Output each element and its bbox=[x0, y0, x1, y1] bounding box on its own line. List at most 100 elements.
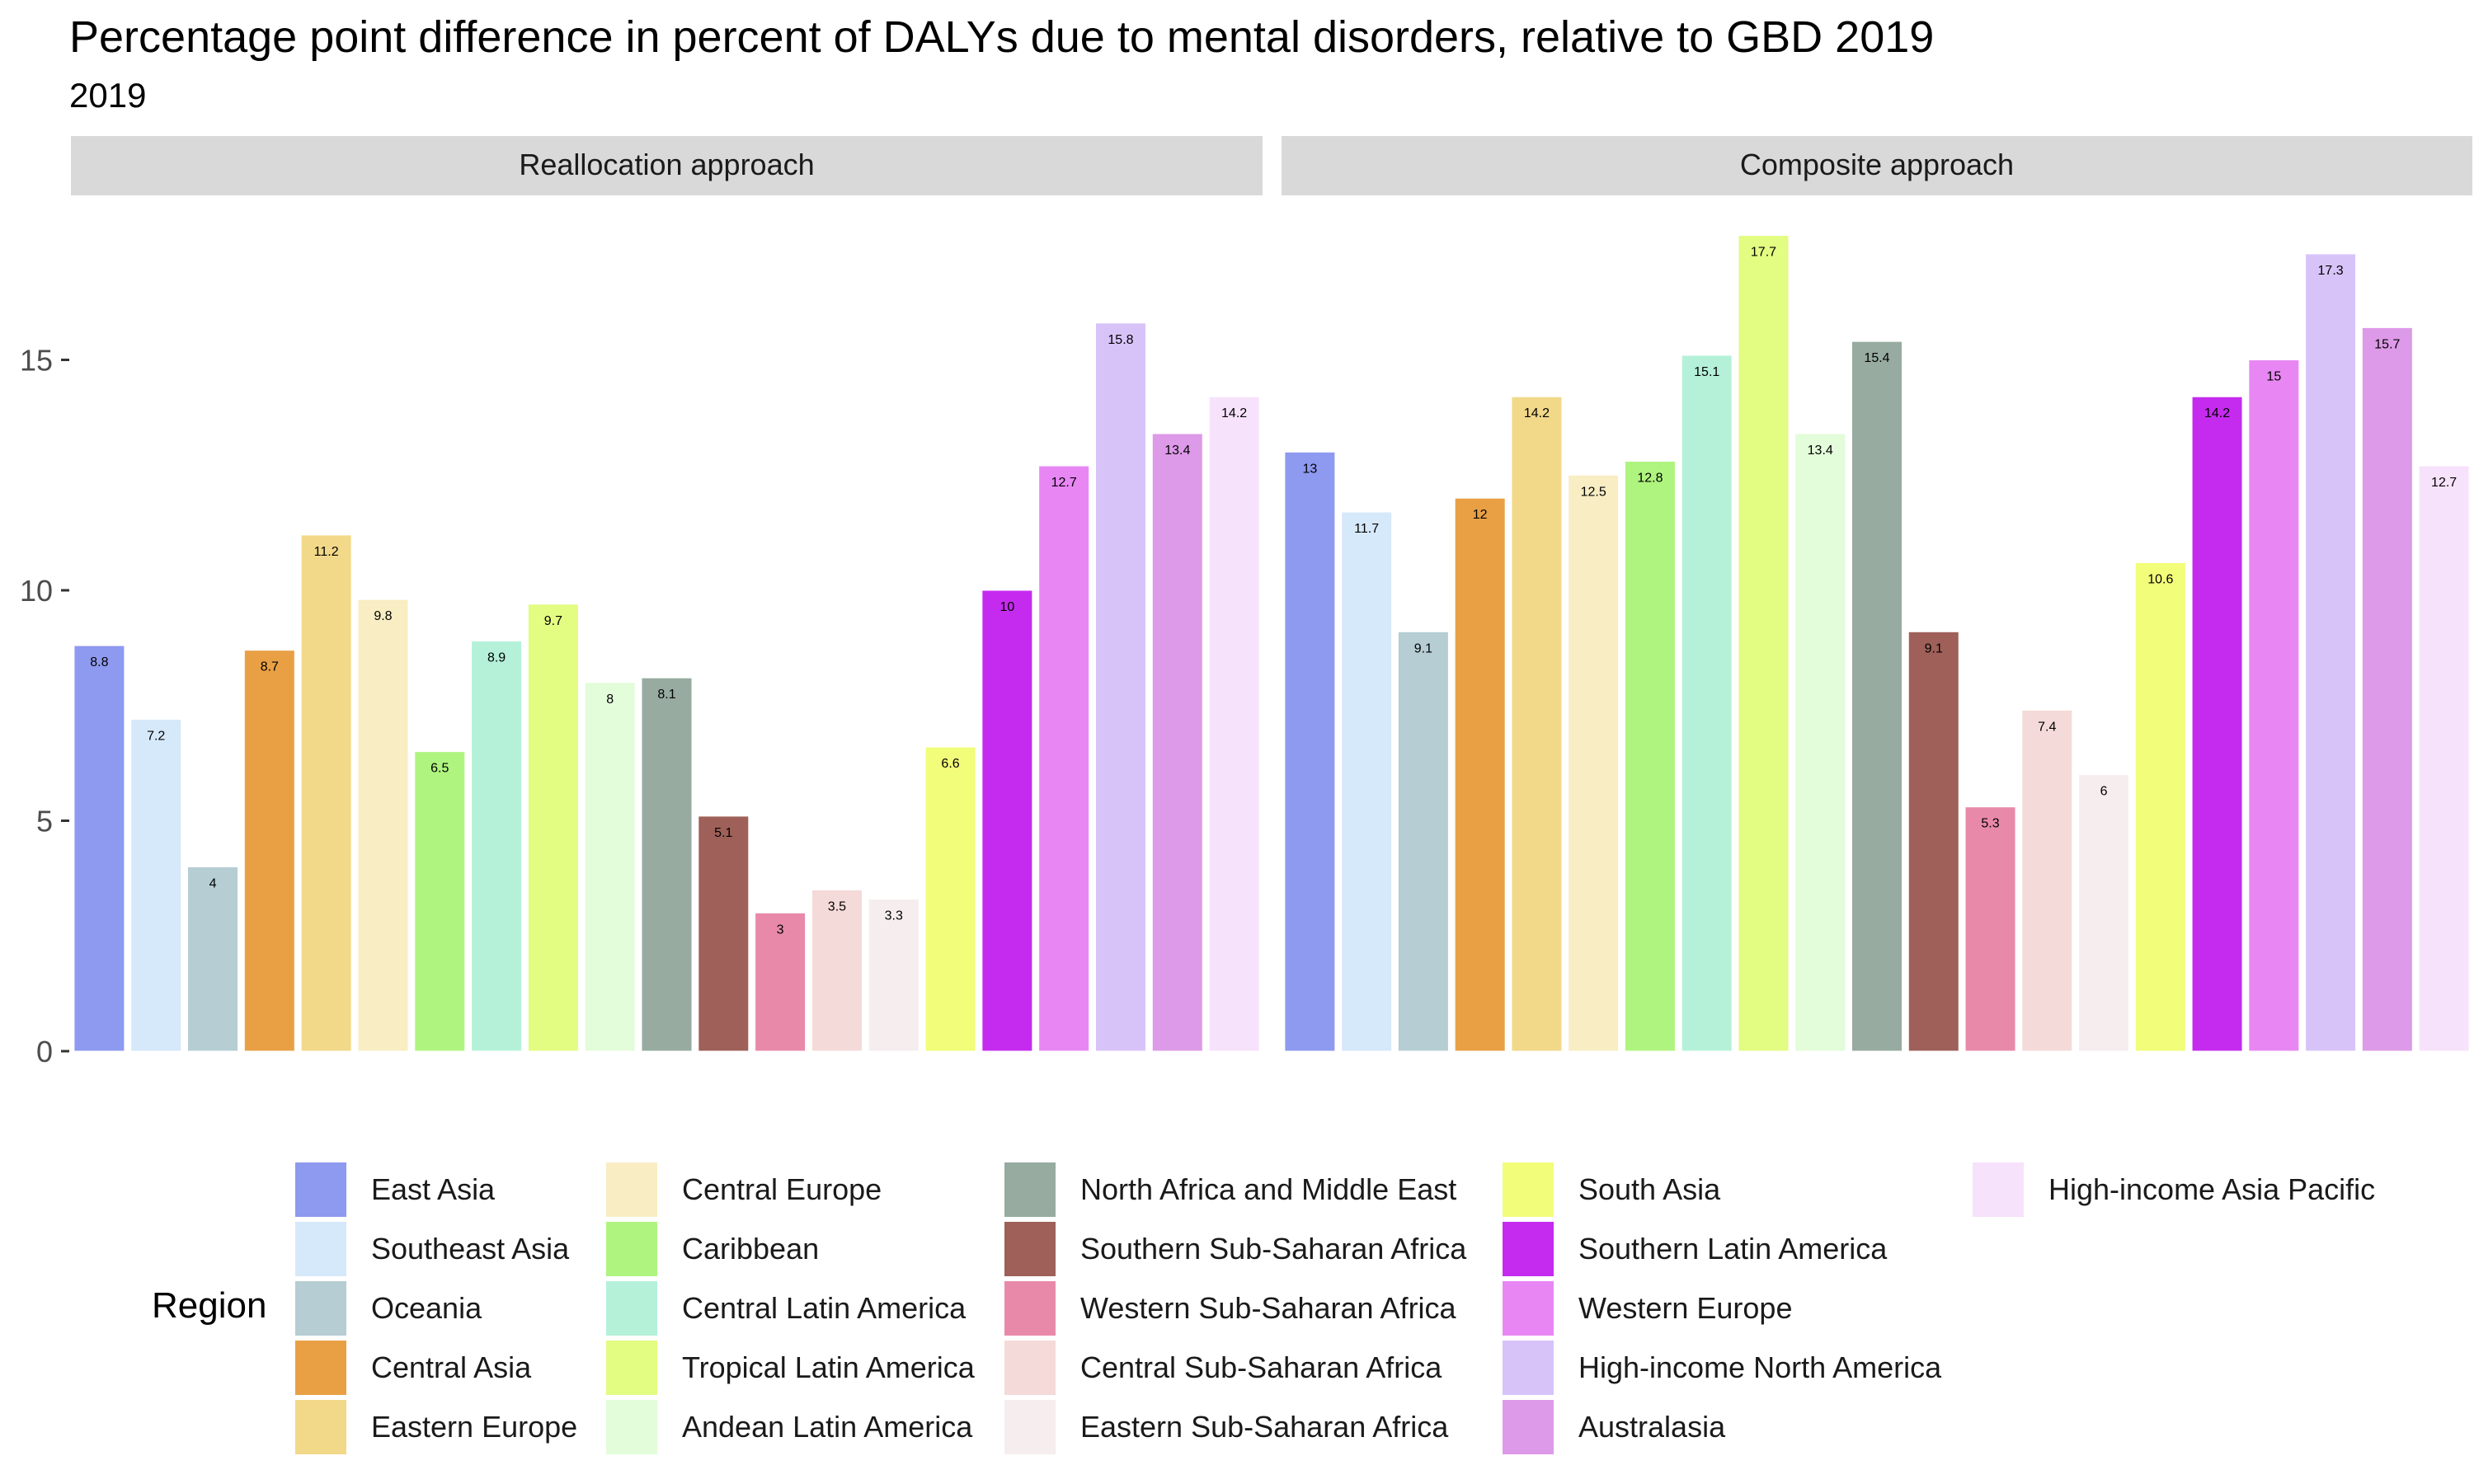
legend-item: Eastern Europe bbox=[295, 1397, 577, 1457]
y-tick-label: 10 bbox=[20, 574, 53, 608]
bar bbox=[243, 650, 295, 1052]
legend-item: High-income Asia Pacific bbox=[1973, 1160, 2375, 1219]
bar bbox=[357, 599, 409, 1052]
data-label: 15.4 bbox=[1864, 351, 1889, 365]
legend-label: North Africa and Middle East bbox=[1080, 1172, 1457, 1206]
data-label: 15 bbox=[2266, 370, 2281, 384]
legend-label: Central Latin America bbox=[682, 1291, 967, 1325]
bar bbox=[2191, 396, 2243, 1052]
data-label: 8.9 bbox=[487, 650, 506, 665]
legend-swatch bbox=[1004, 1341, 1056, 1395]
data-label: 15.8 bbox=[1108, 333, 1133, 347]
bar bbox=[1341, 511, 1393, 1052]
bar bbox=[1094, 322, 1146, 1052]
bar bbox=[1738, 235, 1790, 1052]
data-label: 8.1 bbox=[657, 688, 675, 702]
data-label: 8.8 bbox=[90, 655, 108, 669]
y-tick-label: 0 bbox=[36, 1035, 53, 1068]
bar bbox=[414, 751, 466, 1052]
bar bbox=[1624, 460, 1676, 1052]
bar bbox=[2021, 709, 2073, 1052]
bar bbox=[755, 912, 807, 1052]
bar bbox=[1454, 497, 1506, 1052]
data-label: 7.2 bbox=[147, 730, 165, 744]
legend-label: Eastern Europe bbox=[371, 1410, 578, 1444]
facet-strip-label: Composite approach bbox=[1740, 148, 2014, 181]
data-label: 9.1 bbox=[1925, 641, 1943, 655]
legend-swatch bbox=[606, 1341, 657, 1395]
data-label: 9.1 bbox=[1414, 641, 1432, 655]
legend-label: Western Europe bbox=[1578, 1291, 1793, 1325]
bar bbox=[2305, 253, 2357, 1052]
legend-item: North Africa and Middle East bbox=[1004, 1160, 1456, 1219]
legend-swatch bbox=[1503, 1222, 1554, 1276]
legend-label: South Asia bbox=[1578, 1172, 1721, 1206]
legend-swatch bbox=[295, 1222, 346, 1276]
data-label: 6.5 bbox=[430, 762, 449, 776]
legend-swatch bbox=[1004, 1400, 1056, 1454]
data-label: 9.7 bbox=[544, 614, 562, 628]
legend-swatch bbox=[1004, 1162, 1056, 1217]
legend-swatch bbox=[1973, 1162, 2024, 1217]
data-label: 11.2 bbox=[314, 545, 339, 559]
data-label: 13 bbox=[1302, 462, 1317, 476]
data-label: 14.2 bbox=[2204, 406, 2230, 420]
legend-swatch bbox=[1503, 1162, 1554, 1217]
legend-label: High-income Asia Pacific bbox=[2048, 1172, 2376, 1206]
bar bbox=[641, 677, 693, 1052]
data-label: 15.7 bbox=[2374, 337, 2400, 351]
y-tick-label: 15 bbox=[20, 344, 53, 378]
data-label: 10.6 bbox=[2147, 572, 2173, 586]
bar bbox=[2418, 465, 2470, 1052]
bar bbox=[981, 589, 1033, 1052]
legend-label: Western Sub-Saharan Africa bbox=[1080, 1291, 1456, 1325]
legend-label: East Asia bbox=[371, 1172, 496, 1206]
bar bbox=[1284, 451, 1336, 1052]
legend-swatch bbox=[1503, 1281, 1554, 1336]
bar bbox=[811, 889, 863, 1052]
legend-title: Region bbox=[152, 1285, 267, 1326]
data-label: 12.8 bbox=[1637, 471, 1663, 485]
data-label: 12.7 bbox=[2431, 476, 2457, 490]
bar bbox=[130, 719, 182, 1052]
legend-item: Eastern Sub-Saharan Africa bbox=[1004, 1397, 1448, 1457]
legend-item: Western Sub-Saharan Africa bbox=[1004, 1279, 1456, 1338]
legend-label: Central Sub-Saharan Africa bbox=[1080, 1350, 1442, 1384]
data-label: 14.2 bbox=[1524, 406, 1550, 420]
data-label: 17.7 bbox=[1751, 246, 1776, 260]
bar bbox=[1397, 631, 1449, 1052]
legend-swatch bbox=[295, 1162, 346, 1217]
data-label: 17.3 bbox=[2318, 264, 2344, 278]
data-label: 12 bbox=[1473, 508, 1488, 522]
legend-item: South Asia bbox=[1503, 1160, 1720, 1219]
bar bbox=[1851, 340, 1903, 1052]
legend-label: Caribbean bbox=[682, 1232, 820, 1266]
data-label: 5.1 bbox=[714, 826, 732, 840]
legend-label: Central Asia bbox=[371, 1350, 532, 1384]
data-label: 7.4 bbox=[2038, 720, 2056, 734]
bar bbox=[1681, 355, 1733, 1052]
bar bbox=[1208, 396, 1260, 1052]
legend-item: Central Sub-Saharan Africa bbox=[1004, 1338, 1442, 1397]
legend-label: Oceania bbox=[371, 1291, 482, 1325]
bar bbox=[1794, 433, 1846, 1052]
bar bbox=[300, 534, 352, 1052]
legend-item: Caribbean bbox=[606, 1219, 819, 1279]
legend-item: Central Europe bbox=[606, 1160, 882, 1219]
legend-label: Southern Latin America bbox=[1578, 1232, 1888, 1266]
bar bbox=[584, 682, 636, 1052]
bar bbox=[924, 746, 976, 1052]
data-label: 12.5 bbox=[1581, 485, 1606, 499]
data-label: 9.8 bbox=[374, 609, 392, 623]
legend-swatch bbox=[1503, 1341, 1554, 1395]
legend-swatch bbox=[1004, 1281, 1056, 1336]
bar bbox=[2134, 561, 2186, 1052]
legend-swatch bbox=[1004, 1222, 1056, 1276]
bar bbox=[471, 640, 523, 1052]
data-label: 15.1 bbox=[1694, 365, 1719, 379]
legend-item: High-income North America bbox=[1503, 1338, 1941, 1397]
legend-item: Tropical Latin America bbox=[606, 1338, 975, 1397]
legend-label: High-income North America bbox=[1578, 1350, 1942, 1384]
legend-swatch bbox=[606, 1281, 657, 1336]
bar bbox=[1038, 465, 1090, 1052]
